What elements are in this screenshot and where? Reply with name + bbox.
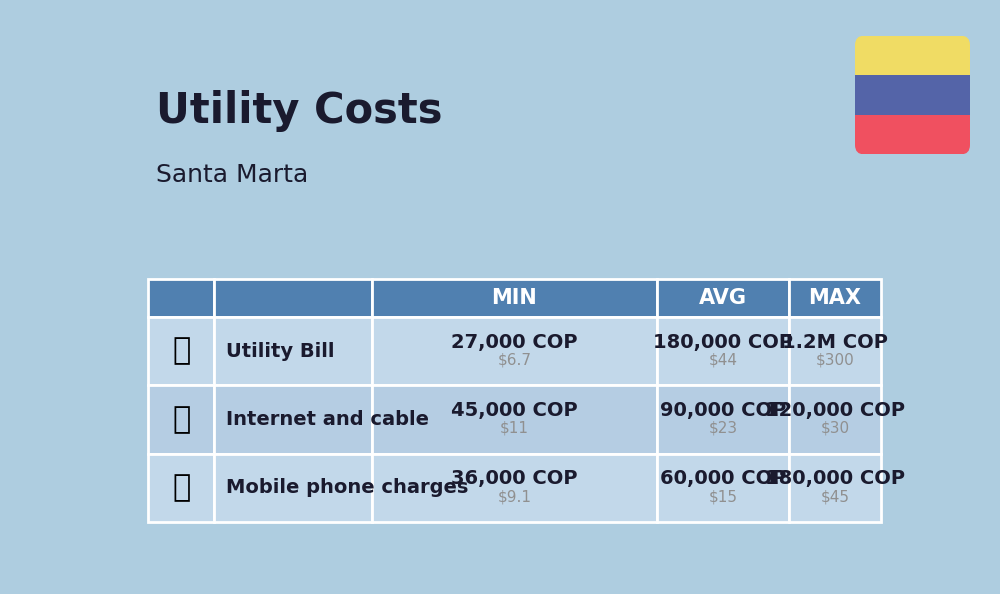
- FancyBboxPatch shape: [657, 317, 789, 386]
- Text: 180,000 COP: 180,000 COP: [653, 333, 793, 352]
- FancyBboxPatch shape: [657, 386, 789, 454]
- Text: $300: $300: [815, 352, 854, 368]
- FancyBboxPatch shape: [657, 454, 789, 522]
- Text: Utility Bill: Utility Bill: [226, 342, 334, 361]
- Text: Utility Costs: Utility Costs: [156, 90, 442, 132]
- Text: Mobile phone charges: Mobile phone charges: [226, 478, 468, 497]
- Text: 🔌: 🔌: [172, 337, 190, 365]
- FancyBboxPatch shape: [372, 386, 657, 454]
- Text: Internet and cable: Internet and cable: [226, 410, 429, 429]
- FancyBboxPatch shape: [148, 386, 214, 454]
- Text: 📱: 📱: [172, 473, 190, 502]
- Text: $45: $45: [820, 489, 849, 504]
- FancyBboxPatch shape: [789, 454, 881, 522]
- Text: 120,000 COP: 120,000 COP: [765, 401, 905, 420]
- Text: $23: $23: [709, 421, 738, 436]
- FancyBboxPatch shape: [148, 279, 214, 317]
- FancyBboxPatch shape: [789, 279, 881, 317]
- Text: $15: $15: [709, 489, 738, 504]
- Text: 45,000 COP: 45,000 COP: [451, 401, 578, 420]
- FancyBboxPatch shape: [789, 386, 881, 454]
- Bar: [855, 115, 970, 154]
- FancyBboxPatch shape: [214, 279, 372, 317]
- Text: AVG: AVG: [699, 288, 747, 308]
- Text: $30: $30: [820, 421, 849, 436]
- Text: 1.2M COP: 1.2M COP: [782, 333, 888, 352]
- FancyBboxPatch shape: [372, 279, 657, 317]
- Text: 90,000 COP: 90,000 COP: [660, 401, 786, 420]
- Text: $11: $11: [500, 421, 529, 436]
- FancyBboxPatch shape: [372, 317, 657, 386]
- FancyBboxPatch shape: [214, 317, 372, 386]
- Text: 60,000 COP: 60,000 COP: [660, 469, 786, 488]
- FancyBboxPatch shape: [657, 279, 789, 317]
- Text: $6.7: $6.7: [497, 352, 531, 368]
- Text: 📡: 📡: [172, 405, 190, 434]
- Text: MAX: MAX: [808, 288, 861, 308]
- FancyBboxPatch shape: [372, 454, 657, 522]
- Text: 36,000 COP: 36,000 COP: [451, 469, 578, 488]
- Text: Santa Marta: Santa Marta: [156, 163, 308, 187]
- Bar: [855, 75, 970, 115]
- Bar: [855, 36, 970, 75]
- Text: $9.1: $9.1: [497, 489, 531, 504]
- FancyBboxPatch shape: [214, 386, 372, 454]
- Text: $44: $44: [709, 352, 738, 368]
- Text: 180,000 COP: 180,000 COP: [765, 469, 905, 488]
- Text: MIN: MIN: [492, 288, 537, 308]
- FancyBboxPatch shape: [214, 454, 372, 522]
- Text: 27,000 COP: 27,000 COP: [451, 333, 578, 352]
- FancyBboxPatch shape: [148, 454, 214, 522]
- FancyBboxPatch shape: [789, 317, 881, 386]
- FancyBboxPatch shape: [148, 317, 214, 386]
